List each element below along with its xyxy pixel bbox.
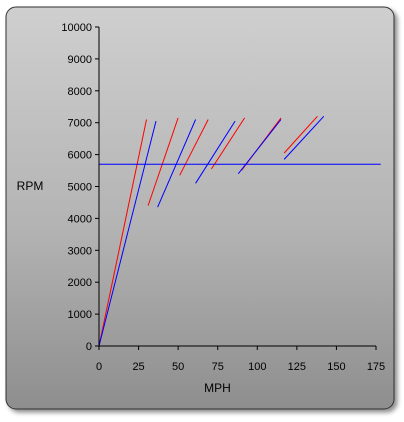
series-line-blue-6 (98, 120, 157, 347)
chart-frame (5, 6, 395, 410)
x-axis-title: MPH (204, 381, 231, 395)
y-tick-label: 2000 (68, 277, 92, 289)
series-line-red-3 (210, 117, 246, 170)
y-tick-label: 7000 (68, 118, 92, 130)
y-tick-label: 9000 (68, 54, 92, 66)
x-tick-label: 100 (248, 361, 266, 373)
series-line-red-1 (147, 117, 179, 206)
y-tick-label: 8000 (68, 86, 92, 98)
x-tick-label: 175 (367, 361, 385, 373)
y-axis: 0 1000 2000 3000 4000 5000 6000 7000 8000 9000 100… (61, 22, 100, 353)
series-line-red-0 (98, 119, 147, 347)
x-tick-label: 50 (172, 361, 184, 373)
series-line-blue-10 (283, 115, 325, 160)
plot-area (98, 115, 381, 347)
y-tick-label: 5000 (68, 182, 92, 194)
x-tick-label: 0 (96, 361, 102, 373)
series-line-red-5 (283, 115, 318, 154)
x-tick-label: 25 (132, 361, 144, 373)
y-axis-title: RPM (17, 179, 44, 193)
y-tick-label: 3000 (68, 245, 92, 257)
series-line-blue-7 (157, 119, 197, 208)
y-tick-label: 1000 (68, 309, 92, 321)
y-tick-label: 6000 (68, 150, 92, 162)
series-line-red-2 (179, 119, 209, 176)
x-axis: 0 25 50 75 100 125 150 175 (96, 345, 385, 373)
y-tick-label: 0 (86, 341, 92, 353)
x-tick-label: 125 (288, 361, 306, 373)
y-tick-label: 4000 (68, 213, 92, 225)
x-tick-label: 75 (212, 361, 224, 373)
x-tick-label: 150 (327, 361, 345, 373)
series-line-blue-8 (195, 120, 236, 184)
y-tick-label: 10000 (61, 22, 92, 34)
